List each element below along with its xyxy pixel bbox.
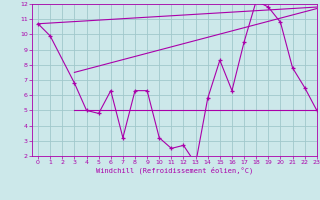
X-axis label: Windchill (Refroidissement éolien,°C): Windchill (Refroidissement éolien,°C)	[96, 167, 253, 174]
